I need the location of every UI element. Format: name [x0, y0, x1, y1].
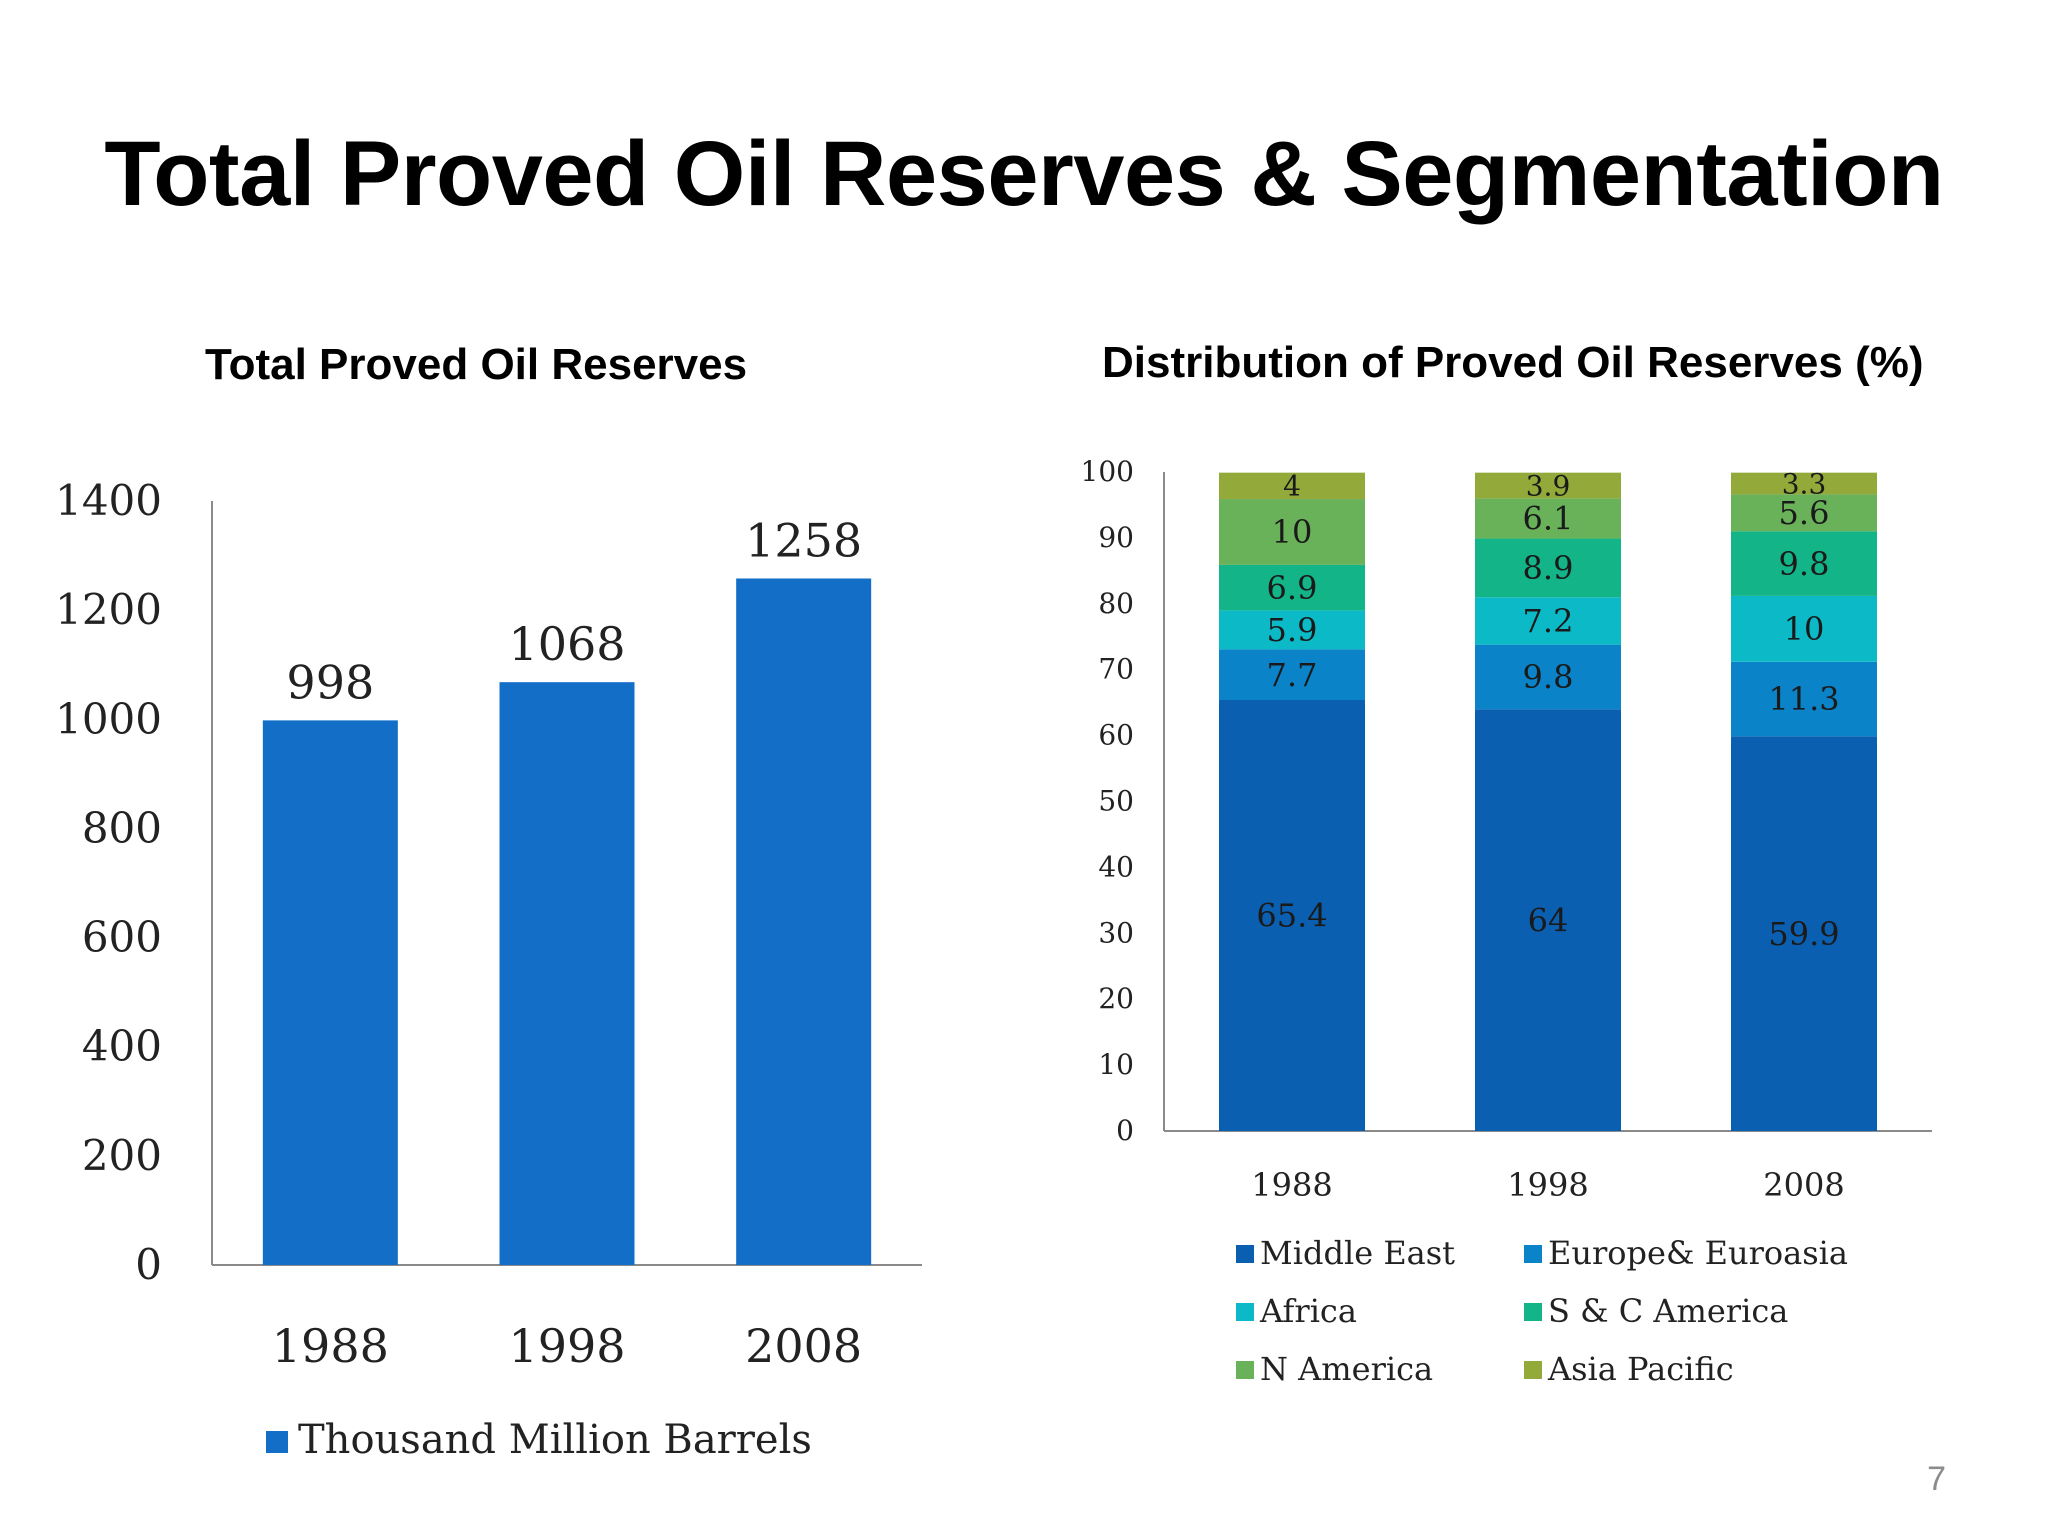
y-tick-label: 30 — [1098, 916, 1134, 949]
y-tick-label: 0 — [135, 1240, 162, 1289]
legend-label: Thousand Million Barrels — [298, 1417, 812, 1463]
x-tick-label: 1988 — [272, 1319, 389, 1373]
legend-swatch — [1236, 1303, 1254, 1321]
stack-segment — [1475, 498, 1621, 539]
y-tick-label: 200 — [82, 1131, 162, 1180]
stack-segment — [1475, 597, 1621, 645]
data-label: 65.4 — [1256, 897, 1327, 935]
legend-label: Africa — [1259, 1292, 1357, 1330]
stack-segment — [1475, 709, 1621, 1131]
x-tick-label: 2008 — [1763, 1166, 1844, 1204]
stack-segment — [1219, 564, 1365, 611]
stack-segment — [1731, 494, 1877, 532]
legend-label: N America — [1260, 1350, 1433, 1388]
y-tick-label: 40 — [1098, 850, 1134, 883]
data-label: 64 — [1528, 901, 1569, 939]
y-tick-label: 50 — [1098, 785, 1134, 818]
stack-segment — [1475, 538, 1621, 598]
left-chart-title: Total Proved Oil Reserves — [205, 340, 748, 389]
x-tick-label: 2008 — [745, 1319, 862, 1373]
data-label: 5.6 — [1779, 494, 1830, 532]
stack-segment — [1475, 472, 1621, 499]
slide-title: Total Proved Oil Reserves & Segmentation — [104, 123, 1944, 225]
stack-segment — [1219, 610, 1365, 650]
data-label: 9.8 — [1523, 658, 1574, 696]
legend-label: Middle East — [1260, 1234, 1455, 1272]
data-label: 10 — [1784, 610, 1825, 648]
data-label: 3.9 — [1526, 469, 1571, 502]
legend-label: Europe& Euroasia — [1548, 1234, 1848, 1272]
data-label: 1258 — [745, 513, 862, 567]
legend-label: Asia Pacific — [1547, 1350, 1734, 1388]
data-label: 10 — [1272, 513, 1313, 551]
data-label: 5.9 — [1267, 611, 1318, 649]
data-label: 998 — [286, 655, 374, 709]
y-tick-label: 20 — [1098, 982, 1134, 1015]
stack-segment — [1219, 499, 1365, 565]
y-tick-label: 10 — [1098, 1048, 1134, 1081]
y-tick-label: 600 — [82, 913, 162, 962]
y-tick-label: 1200 — [55, 585, 162, 634]
y-tick-label: 400 — [82, 1022, 162, 1071]
legend-label: S & C America — [1548, 1292, 1788, 1330]
legend-swatch — [1236, 1245, 1254, 1263]
legend-swatch — [1524, 1303, 1542, 1321]
data-label: 8.9 — [1523, 549, 1574, 587]
stack-segment — [1731, 736, 1877, 1131]
bar — [736, 578, 872, 1265]
y-tick-label: 1400 — [55, 476, 162, 525]
legend-swatch — [266, 1431, 288, 1453]
y-tick-label: 80 — [1098, 587, 1134, 620]
y-tick-label: 90 — [1098, 521, 1134, 554]
bar — [262, 720, 398, 1265]
data-label: 59.9 — [1768, 915, 1839, 953]
data-label: 7.7 — [1267, 656, 1318, 694]
stack-segment — [1731, 661, 1877, 737]
stack-segment — [1219, 700, 1365, 1131]
data-label: 7.2 — [1523, 602, 1574, 640]
data-label: 9.8 — [1779, 545, 1830, 583]
legend-swatch — [1524, 1245, 1542, 1263]
y-tick-label: 70 — [1098, 653, 1134, 686]
data-label: 11.3 — [1768, 680, 1839, 718]
legend-swatch — [1236, 1361, 1254, 1379]
data-label: 3.3 — [1782, 467, 1827, 500]
data-label: 4 — [1283, 470, 1301, 503]
y-tick-label: 1000 — [55, 694, 162, 743]
legend-swatch — [1524, 1361, 1542, 1379]
data-label: 1068 — [508, 617, 625, 671]
stack-segment — [1731, 595, 1877, 662]
stack-segment — [1731, 472, 1877, 495]
x-tick-label: 1988 — [1251, 1166, 1332, 1204]
stack-segment — [1475, 644, 1621, 710]
data-label: 6.1 — [1523, 500, 1574, 538]
x-tick-label: 1998 — [1507, 1166, 1588, 1204]
y-tick-label: 60 — [1098, 719, 1134, 752]
y-tick-label: 100 — [1081, 455, 1134, 488]
x-tick-label: 1998 — [508, 1319, 625, 1373]
y-tick-label: 800 — [82, 803, 162, 852]
right-chart-title: Distribution of Proved Oil Reserves (%) — [1102, 338, 1924, 387]
page-number: 7 — [1927, 1460, 1946, 1498]
bar — [499, 682, 635, 1265]
stack-segment — [1731, 531, 1877, 596]
stack-segment — [1219, 649, 1365, 701]
y-tick-label: 0 — [1116, 1114, 1134, 1147]
stack-segment — [1219, 472, 1365, 500]
data-label: 6.9 — [1267, 569, 1318, 607]
